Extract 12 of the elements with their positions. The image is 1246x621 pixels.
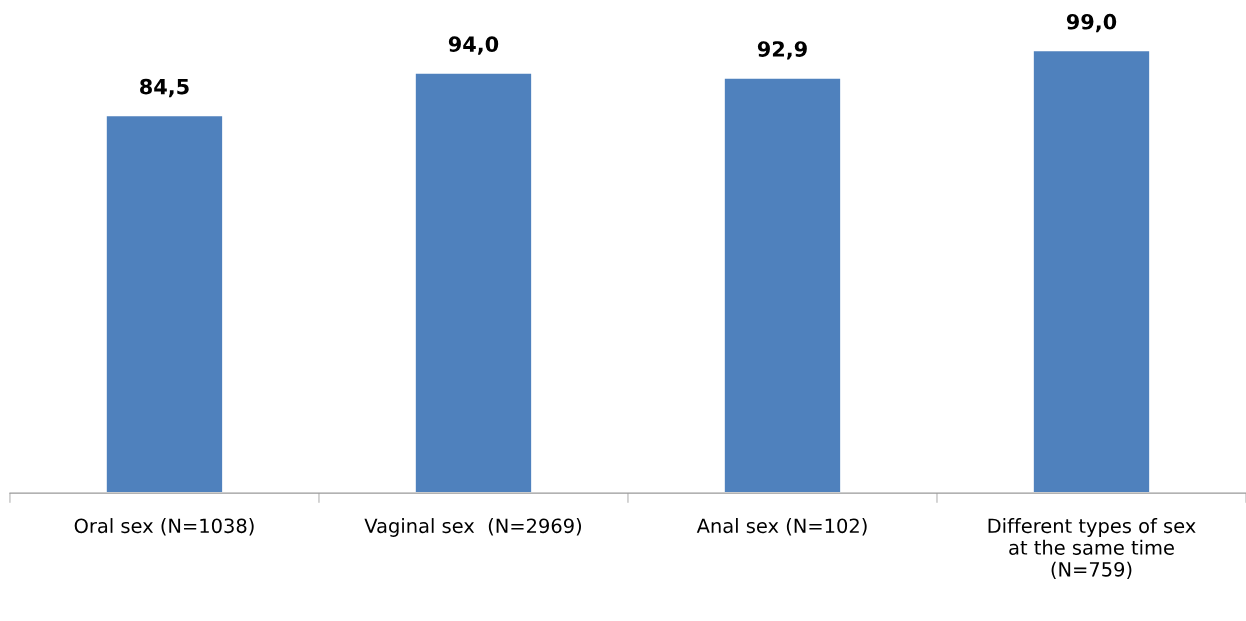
data-label: 92,9 [757,41,807,60]
data-label: 94,0 [448,36,499,55]
x-tick-label: Oral sex (N=1038) [74,518,254,536]
bar [1031,49,1152,494]
x-tick-label: Different types of sex at the same time (N=759) [988,518,1196,579]
x-tick-label: Anal sex (N=102) [696,518,867,536]
x-tick-label: Vaginal sex (N=2969) [364,518,581,537]
data-label: 84,5 [140,78,189,98]
bar [413,71,534,494]
bar [722,76,843,494]
data-label: 99,0 [1066,13,1117,33]
bar [104,114,225,494]
